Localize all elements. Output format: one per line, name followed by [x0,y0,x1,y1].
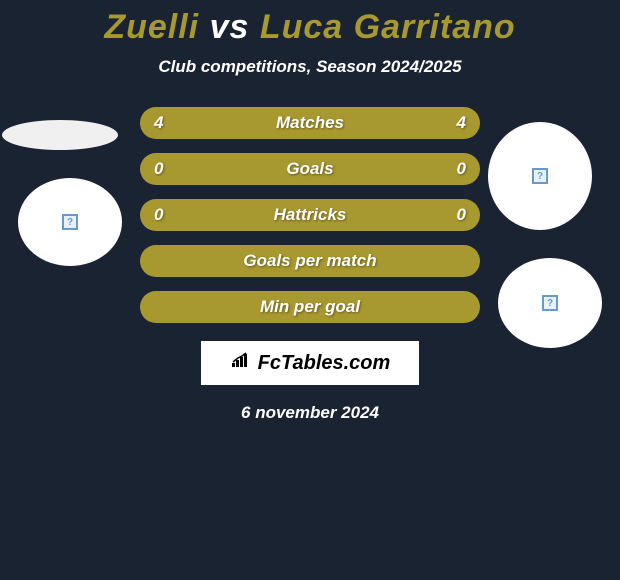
vs-text: vs [210,8,250,46]
chart-icon [230,351,254,375]
logo-text: FcTables.com [258,352,391,375]
player1-name: Zuelli [104,8,199,46]
date: 6 november 2024 [0,403,620,423]
stat-label: Goals [286,159,333,179]
stat-left-value: 0 [154,159,163,179]
stat-right-value: 0 [457,205,466,225]
stat-bar: 0 Goals 0 [140,153,480,185]
stat-bar: 4 Matches 4 [140,107,480,139]
stat-right-value: 0 [457,159,466,179]
stat-left-value: 0 [154,205,163,225]
player2-name: Luca Garritano [260,8,516,46]
stat-bar: Min per goal [140,291,480,323]
stat-label: Goals per match [243,251,376,271]
subtitle: Club competitions, Season 2024/2025 [0,57,620,77]
logo-box: FcTables.com [201,341,419,385]
stat-bar: 0 Hattricks 0 [140,199,480,231]
stat-bars-container: 4 Matches 4 0 Goals 0 0 Hattricks 0 Goals per mat… [140,107,480,323]
stat-label: Min per goal [260,297,360,317]
stat-bar: Goals per match [140,245,480,277]
stat-label: Matches [276,113,344,133]
stat-left-value: 4 [154,113,163,133]
stat-label: Hattricks [274,205,347,225]
stats-content: 4 Matches 4 0 Goals 0 0 Hattricks 0 Goals per mat… [0,107,620,423]
comparison-title: Zuelli vs Luca Garritano [0,0,620,47]
stat-right-value: 4 [457,113,466,133]
logo: FcTables.com [230,351,391,375]
